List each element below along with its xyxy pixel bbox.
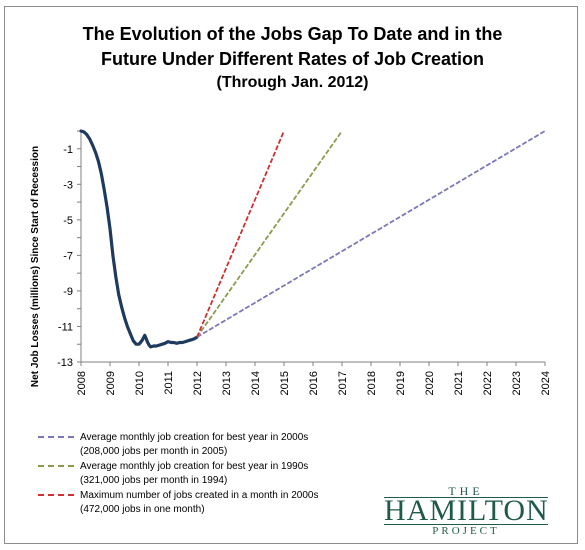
x-tick-label: 2020 [424, 371, 436, 395]
legend-swatch-max-month [38, 494, 74, 496]
legend-swatch-2000s [38, 436, 74, 438]
y-axis-label: Net Job Losses (millions) Since Start of… [30, 146, 41, 387]
y-tick-label: -13 [57, 357, 73, 369]
x-tick-label: 2019 [395, 371, 407, 395]
legend-label-2000s: Average monthly job creation for best ye… [80, 432, 309, 443]
x-tick-label: 2015 [279, 371, 291, 395]
x-tick-label: 2023 [511, 371, 523, 395]
chart-frame [4, 6, 578, 544]
legend-label-1990s: Average monthly job creation for best ye… [80, 461, 309, 472]
chart-title: The Evolution of the Jobs Gap To Date an… [0, 22, 585, 94]
logo-project: PROJECT [432, 525, 500, 537]
x-tick-label: 2008 [76, 371, 88, 395]
chart-legend: Average monthly job creation for best ye… [38, 431, 368, 518]
legend-item-2000s: Average monthly job creation for best ye… [38, 431, 368, 460]
x-tick-label: 2018 [366, 371, 378, 395]
legend-item-1990s: Average monthly job creation for best ye… [38, 460, 368, 489]
legend-item-max-month: Maximum number of jobs created in a mont… [38, 489, 368, 518]
legend-detail-2000s: (208,000 jobs per month in 2005) [80, 446, 228, 457]
series-line-3 [196, 130, 285, 338]
x-tick-label: 2011 [163, 371, 175, 395]
legend-label-max-month: Maximum number of jobs created in a mont… [80, 490, 319, 501]
x-tick-label: 2021 [453, 371, 465, 395]
y-tick-label: -1 [63, 144, 73, 156]
x-tick-label: 2009 [105, 371, 117, 395]
y-tick-label: -3 [63, 179, 73, 191]
x-tick-label: 2014 [250, 371, 262, 395]
series-line-0 [79, 129, 199, 349]
y-tick-label: -7 [63, 250, 73, 262]
series-line-1 [196, 130, 546, 338]
series-line-2 [196, 130, 343, 338]
chart-title-line-1: The Evolution of the Jobs Gap To Date an… [82, 24, 503, 44]
y-tick-label: -9 [63, 286, 73, 298]
x-tick-label: 2012 [192, 371, 204, 395]
logo-the: THE [448, 484, 484, 498]
legend-swatch-1990s [38, 465, 74, 467]
x-tick-label: 2024 [540, 371, 552, 395]
hamilton-project-logo: THE HAMILTON PROJECT [378, 485, 554, 537]
x-tick-label: 2013 [221, 371, 233, 395]
legend-detail-max-month: (472,000 jobs in one month) [80, 504, 205, 515]
y-tick-label: -11 [58, 321, 73, 333]
logo-name: HAMILTON [384, 494, 549, 527]
x-tick-label: 2010 [134, 371, 146, 395]
x-tick-label: 2016 [308, 371, 320, 395]
x-tick-label: 2022 [482, 371, 494, 395]
x-tick-label: 2017 [337, 371, 349, 395]
chart-title-line-2: Future Under Different Rates of Job Crea… [100, 49, 485, 69]
chart-subtitle: (Through Jan. 2012) [216, 74, 369, 91]
legend-detail-1990s: (321,000 jobs per month in 1994) [80, 475, 228, 486]
y-tick-label: -5 [63, 215, 73, 227]
